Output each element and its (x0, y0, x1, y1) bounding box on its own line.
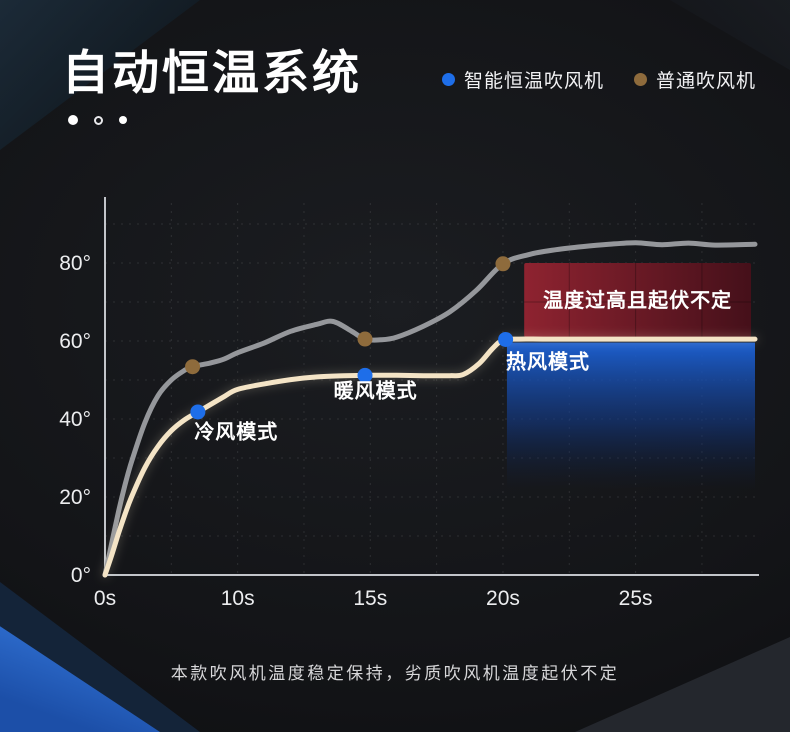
legend-dot-smart-icon (441, 73, 455, 86)
svg-text:0s: 0s (94, 587, 116, 610)
dot-filled-icon (119, 116, 127, 124)
svg-text:0°: 0° (71, 564, 91, 587)
dot-hollow-icon (94, 115, 103, 125)
legend-dot-ordinary-icon (633, 73, 647, 86)
svg-text:60°: 60° (59, 330, 91, 353)
bottom-caption: 本款吹风机温度稳定保持，劣质吹风机温度起伏不定 (170, 664, 620, 683)
dot-filled-icon (68, 115, 78, 125)
svg-text:25s: 25s (619, 587, 653, 610)
legend-item-ordinary: 普通吹风机 (633, 66, 756, 93)
chart-legend: 智能恒温吹风机 普通吹风机 (441, 66, 756, 93)
page-title: 自动恒温系统 (62, 46, 362, 99)
svg-text:40°: 40° (59, 408, 91, 431)
svg-text:80°: 80° (59, 252, 91, 275)
pagination-dots (68, 115, 127, 125)
svg-text:暖风模式: 暖风模式 (334, 379, 418, 403)
legend-label-ordinary: 普通吹风机 (655, 71, 756, 92)
legend-item-smart: 智能恒温吹风机 (441, 66, 604, 93)
svg-text:热风模式: 热风模式 (506, 349, 590, 373)
svg-text:20s: 20s (486, 587, 520, 610)
legend-label-smart: 智能恒温吹风机 (463, 71, 604, 92)
svg-text:10s: 10s (221, 587, 255, 610)
svg-text:20°: 20° (59, 486, 91, 509)
svg-text:温度过高且起伏不定: 温度过高且起伏不定 (543, 288, 732, 312)
svg-text:冷风模式: 冷风模式 (194, 420, 278, 444)
svg-text:15s: 15s (353, 587, 387, 610)
